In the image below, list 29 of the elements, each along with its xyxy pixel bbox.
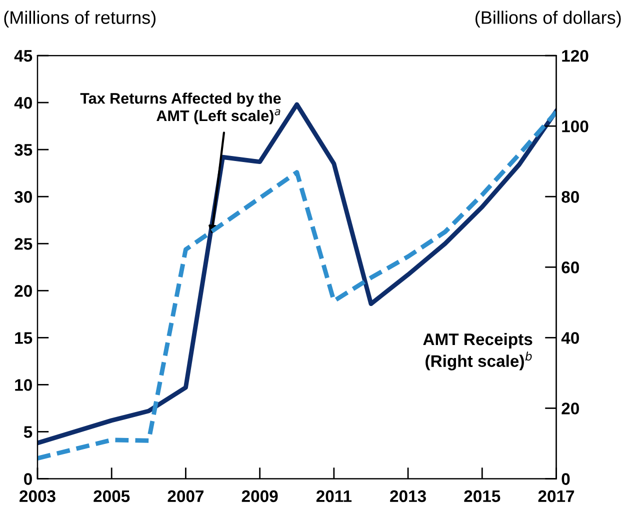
y-tick-label: 0: [24, 473, 32, 485]
y-tick-label: 30: [14, 191, 32, 203]
annotation: AMT Receipts (Right scale)$^{b}$: [423, 332, 532, 370]
y-tick-label: 45: [14, 50, 32, 62]
y2-tick-label: 20: [562, 402, 579, 414]
y-tick-label: 15: [15, 332, 32, 344]
y2-tick-label: 0: [562, 473, 570, 485]
x-tick-label: 2013: [390, 490, 426, 502]
y-tick-label: 35: [14, 144, 32, 156]
x-tick-label: 2005: [94, 490, 130, 502]
y2-tick-label: 120: [562, 50, 588, 62]
y2-axis-title: (Billions of dollars): [476, 10, 621, 28]
y2-tick-label: 100: [562, 120, 588, 132]
y2-tick-label: 40: [561, 332, 579, 344]
x-tick-label: 2015: [464, 490, 500, 502]
y-tick-label: 25: [14, 238, 32, 250]
x-tick-label: 2011: [316, 490, 352, 502]
y-tick-label: 10: [15, 379, 32, 391]
x-tick-label: 2009: [242, 490, 278, 502]
y-tick-label: 5: [24, 426, 32, 438]
y-axis-title: (Millions of returns): [4, 10, 156, 28]
y-tick-label: 40: [14, 96, 32, 109]
x-tick-label: 2007: [168, 490, 204, 502]
x-tick-label: 2017: [538, 490, 574, 502]
y2-tick-label: 60: [562, 262, 579, 274]
x-tick-label: 2003: [20, 490, 56, 502]
y2-tick-label: 80: [562, 191, 579, 203]
annotation: Tax Returns Affected by the AMT (Left scale)$^{a}$: [80, 92, 281, 124]
y-tick-label: 20: [14, 285, 32, 297]
